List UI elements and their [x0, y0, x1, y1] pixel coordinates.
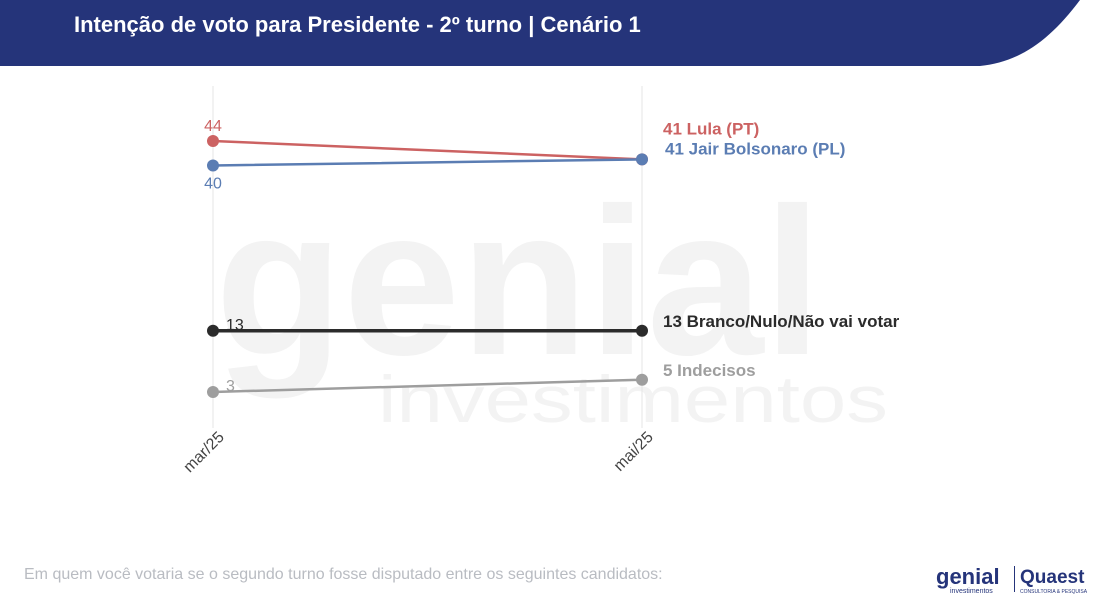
end-label-lula-pt: 41 Lula (PT): [663, 119, 759, 138]
end-label-branco-nulo-n-o-vai-votar: 13 Branco/Nulo/Não vai votar: [663, 312, 900, 331]
data-label-lula-pt: 44: [204, 118, 222, 135]
data-label-indecisos: 3: [226, 378, 235, 395]
data-point-indecisos: [207, 386, 219, 398]
series-line-lula-pt: [211, 139, 644, 161]
survey-question: Em quem você votaria se o segundo turno …: [24, 566, 663, 583]
genial-logo-text: genial: [936, 564, 1000, 589]
quaest-logo-text: Quaest: [1020, 567, 1085, 588]
labels: 44 41 Lula (PT) 40 41 Jair Bolsonaro (PL) 13…: [204, 118, 899, 395]
data-label-jair-bolsonaro-pl: 40: [204, 175, 222, 192]
data-point-jair-bolsonaro-pl: [636, 153, 648, 166]
header-background: [0, 0, 1080, 66]
watermark-genial: genial: [215, 164, 822, 399]
data-point-jair-bolsonaro-pl: [207, 159, 219, 172]
page-title: Intenção de voto para Presidente - 2º tu…: [74, 12, 641, 37]
data-point-lula-pt: [207, 135, 219, 147]
series: [207, 135, 648, 398]
data-point-branco-nulo-n-o-vai-votar: [207, 324, 219, 337]
end-label-indecisos: 5 Indecisos: [663, 361, 756, 380]
data-point-indecisos: [636, 373, 648, 386]
genial-logo-subtext: investimentos: [950, 588, 993, 595]
logo-divider: [1014, 566, 1015, 592]
quaest-logo-subtext: CONSULTORIA & PESQUISA: [1020, 589, 1088, 595]
watermark-investimentos: investimentos: [378, 362, 888, 436]
watermark: genial investimentos: [215, 164, 888, 436]
data-point-branco-nulo-n-o-vai-votar: [636, 324, 648, 337]
header-bar: Intenção de voto para Presidente - 2º tu…: [0, 0, 1106, 66]
line-chart: genial investimentos 44 41 Lula (PT) 40 41 …: [181, 86, 900, 476]
x-tick-label: mar/25: [181, 429, 228, 476]
end-label-jair-bolsonaro-pl: 41 Jair Bolsonaro (PL): [665, 139, 845, 158]
logos: genial investimentos Quaest CONSULTORIA …: [936, 564, 1088, 595]
series-line-jair-bolsonaro-pl: [211, 158, 644, 167]
data-label-branco-nulo-n-o-vai-votar: 13: [226, 317, 244, 334]
series-line-indecisos: [211, 378, 644, 394]
